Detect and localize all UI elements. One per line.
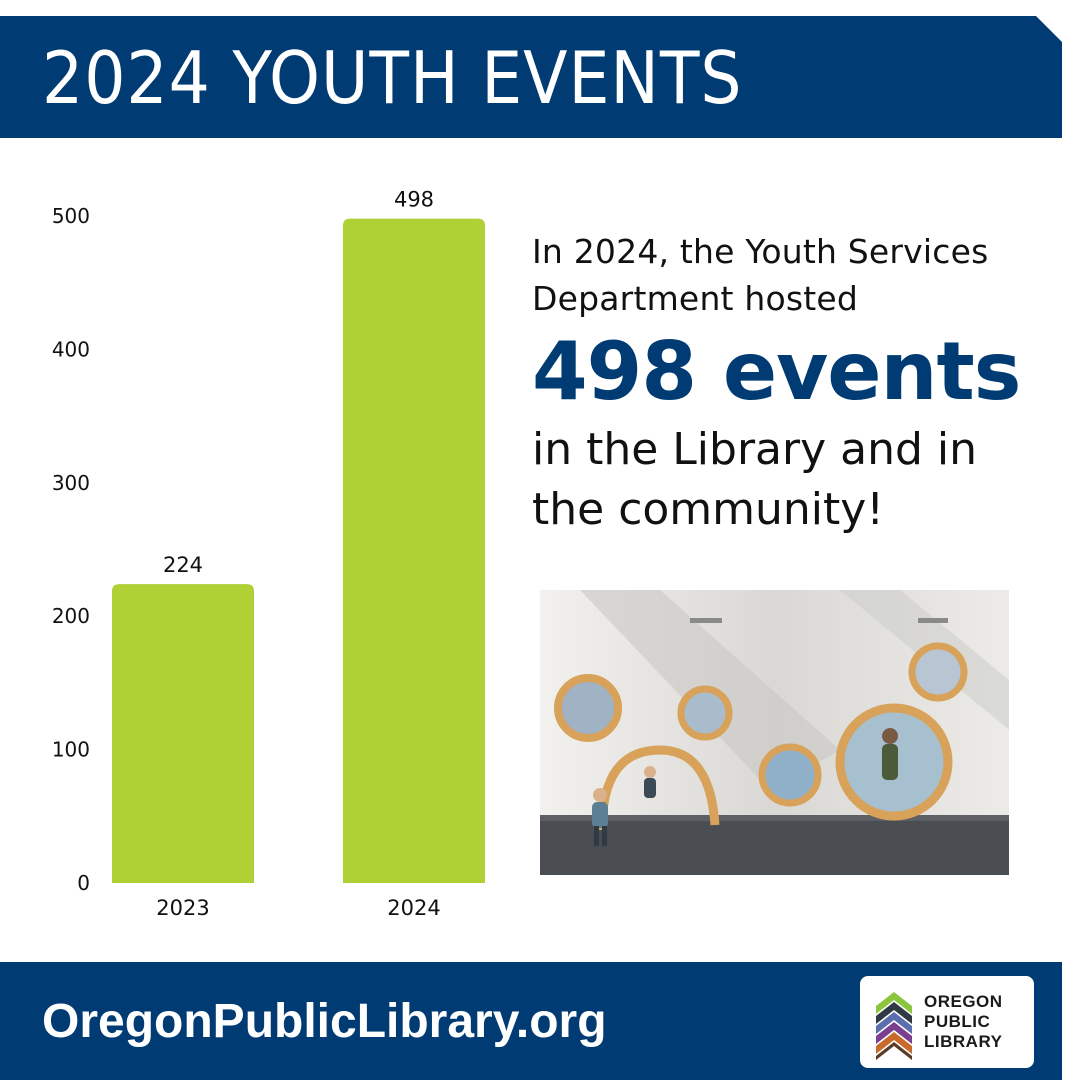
website-link[interactable]: OregonPublicLibrary.org [42, 995, 607, 1048]
library-logo: OREGON PUBLIC LIBRARY [860, 976, 1034, 1068]
page-title: 2024 YOUTH EVENTS [42, 36, 743, 120]
logo-line-public: PUBLIC [924, 1012, 991, 1031]
y-tick-label-2: 200 [52, 604, 90, 628]
bar-2023 [112, 584, 254, 883]
footer-banner: OregonPublicLibrary.org OREGON PUBLIC LI… [0, 962, 1062, 1080]
data-label-2023: 224 [163, 553, 203, 577]
photo-illustration [540, 590, 1009, 875]
x-tick-label-2024: 2024 [387, 896, 440, 920]
library-photo [540, 590, 1009, 875]
logo-line-library: LIBRARY [924, 1032, 1003, 1051]
summary-text: In 2024, the Youth Services Department h… [532, 228, 1062, 540]
logo-text: OREGON PUBLIC LIBRARY [924, 992, 1003, 1052]
summary-outro: in the Library and in the community! [532, 424, 978, 535]
y-tick-label-4: 400 [52, 337, 90, 361]
summary-intro: In 2024, the Youth Services Department h… [532, 232, 989, 318]
bar-chart-svg: 0 100 200 300 400 500 224 2023 498 2024 [52, 188, 485, 920]
logo-line-oregon: OREGON [924, 992, 1003, 1011]
header-banner: 2024 YOUTH EVENTS [0, 16, 1062, 138]
bar-2024 [343, 218, 485, 884]
summary-highlight: 498 events [532, 325, 1021, 418]
y-tick-label-1: 100 [52, 738, 90, 762]
y-tick-label-0: 0 [77, 871, 90, 895]
y-tick-label-5: 500 [52, 204, 90, 228]
bar-chart: 0 100 200 300 400 500 224 2023 498 2024 [0, 150, 520, 940]
y-tick-label-3: 300 [52, 471, 90, 495]
x-tick-label-2023: 2023 [156, 896, 209, 920]
chevron-stack-icon [876, 992, 912, 1060]
data-label-2024: 498 [394, 188, 434, 212]
